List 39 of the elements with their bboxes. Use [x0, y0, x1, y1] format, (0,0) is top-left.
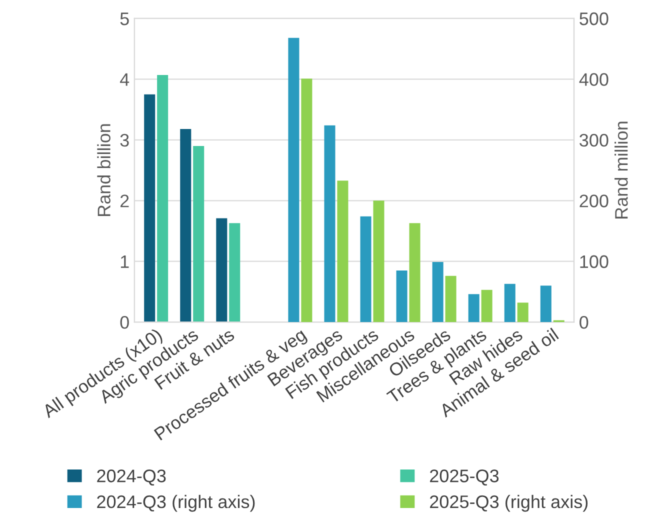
y2-tick-label: 100	[580, 255, 608, 268]
legend-label: 2024-Q3 (right axis)	[97, 494, 255, 512]
legend-label: 2025-Q3	[430, 470, 499, 486]
bar	[468, 294, 480, 322]
y2-axis-title: Rand million	[614, 122, 628, 218]
bar	[288, 38, 300, 322]
y-tick-label: 5	[120, 12, 129, 26]
bar	[193, 146, 204, 322]
bar	[540, 286, 552, 322]
y-tick-label: 4	[120, 73, 130, 86]
bar	[517, 302, 528, 322]
bar	[445, 276, 456, 322]
bar	[144, 94, 156, 322]
bar	[373, 200, 384, 322]
y2-tick-label: 0	[580, 316, 588, 329]
y2-tick-label: 200	[580, 194, 608, 208]
y2-tick-label: 500	[580, 12, 608, 26]
bar	[337, 180, 348, 322]
legend-label: 2024-Q3	[97, 470, 166, 486]
y-tick-label: 1	[120, 255, 129, 268]
bar	[396, 270, 408, 322]
bar	[409, 223, 420, 322]
bar	[324, 125, 336, 322]
y2-tick-label: 300	[580, 134, 608, 147]
bar	[180, 128, 192, 322]
y-tick-label: 2	[120, 194, 129, 208]
y-tick-label: 3	[120, 134, 129, 147]
bar	[301, 78, 312, 322]
y-axis-title: Rand billion	[97, 124, 110, 216]
legend-label: 2025-Q3 (right axis)	[430, 494, 588, 512]
bar	[504, 284, 516, 322]
bar	[229, 223, 240, 322]
y2-tick-label: 400	[579, 73, 608, 86]
bar	[360, 216, 372, 322]
y-tick-label: 0	[120, 316, 129, 329]
bar	[432, 262, 444, 322]
bar	[216, 218, 228, 322]
bar	[157, 74, 168, 322]
bar	[481, 290, 492, 322]
